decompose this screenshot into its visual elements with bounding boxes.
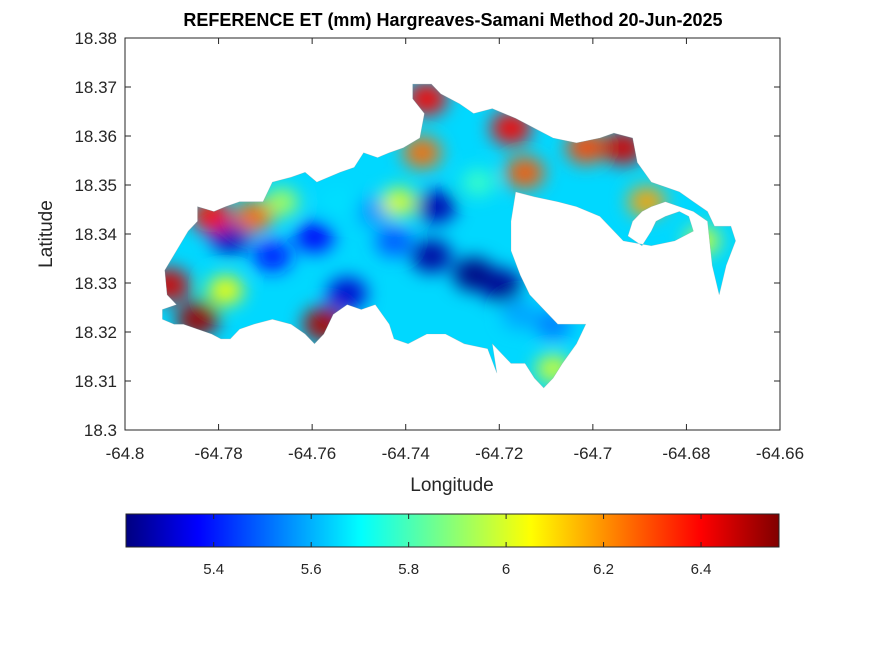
heat-spot-23 <box>162 268 191 302</box>
heat-spot-12 <box>320 188 355 217</box>
heat-spot-7 <box>253 240 292 272</box>
y-tick-label: 18.35 <box>74 176 117 195</box>
heat-spot-15 <box>381 187 417 217</box>
y-tick-label: 18.32 <box>74 323 117 342</box>
heat-spot-16 <box>264 188 299 217</box>
y-tick-label: 18.38 <box>74 29 117 48</box>
heat-spot-17 <box>207 275 244 305</box>
y-axis: 18.3 18.31 18.32 18.33 18.34 18.35 18.36 18.37 1… <box>74 29 780 440</box>
colorbar-tick-label: 5.4 <box>203 561 224 578</box>
y-tick-label: 18.36 <box>74 127 117 146</box>
colorbar-gradient <box>125 513 780 548</box>
heat-spot-13 <box>462 169 495 196</box>
heat-spot-3 <box>416 190 457 224</box>
x-tick-label: -64.8 <box>106 444 145 463</box>
heat-spot-8 <box>375 226 413 257</box>
y-axis-label: Latitude <box>36 200 57 268</box>
heat-spot-31 <box>505 156 545 189</box>
y-tick-label: 18.33 <box>74 274 117 293</box>
heat-spot-2 <box>411 239 452 273</box>
heat-spot-1 <box>481 268 522 303</box>
x-tick-label: -64.66 <box>756 444 804 463</box>
x-tick-label: -64.78 <box>194 444 242 463</box>
heat-spot-21 <box>402 137 442 169</box>
colorbar: 5.4 5.6 5.8 6 6.2 6.4 <box>125 513 780 578</box>
colorbar-tick-label: 6.4 <box>691 561 712 578</box>
colorbar-tick-label: 5.6 <box>301 561 322 578</box>
y-tick-label: 18.31 <box>74 372 117 391</box>
heat-spot-11 <box>502 299 538 329</box>
y-tick-label: 18.34 <box>74 225 117 244</box>
island-outline <box>162 83 736 389</box>
x-axis: -64.8 -64.78 -64.76 -64.74 -64.72 -64.7 -64.68… <box>106 38 804 463</box>
x-tick-label: -64.7 <box>573 444 612 463</box>
x-tick-label: -64.76 <box>288 444 336 463</box>
y-tick-label: 18.3 <box>84 421 117 440</box>
colorbar-tick-label: 5.8 <box>398 561 419 578</box>
colorbar-tick-label: 6.2 <box>593 561 614 578</box>
x-tick-label: -64.74 <box>382 444 430 463</box>
colorbar-tick-label: 6 <box>502 561 510 578</box>
x-tick-label: -64.72 <box>475 444 523 463</box>
x-axis-label: Longitude <box>410 475 493 496</box>
heat-spot-22 <box>234 201 273 233</box>
chart-title: REFERENCE ET (mm) Hargreaves-Samani Meth… <box>183 10 722 30</box>
plot-area: -64.8 -64.78 -64.76 -64.74 -64.72 -64.7 -64.68… <box>74 29 804 463</box>
heat-spot-6 <box>295 221 334 253</box>
heat-spot-5 <box>327 277 368 310</box>
colorbar-ticks: 5.4 5.6 5.8 6 6.2 6.4 <box>203 514 711 578</box>
x-tick-label: -64.68 <box>662 444 710 463</box>
y-tick-label: 18.37 <box>74 78 117 97</box>
